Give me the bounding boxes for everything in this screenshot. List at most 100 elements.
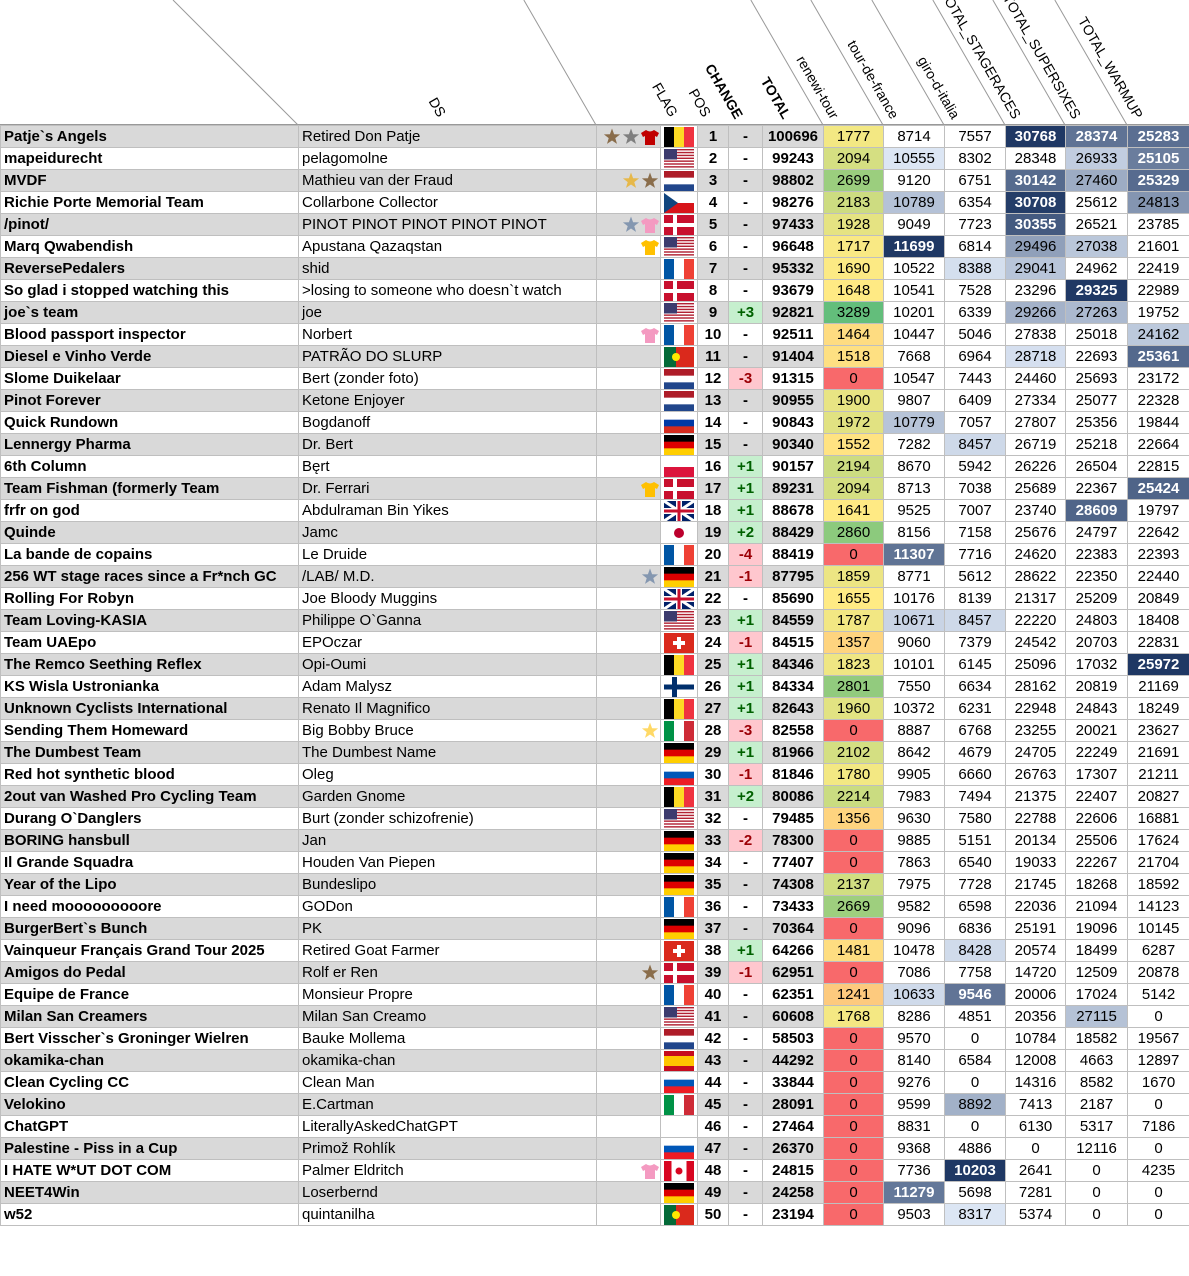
table-row: Team Loving-KASIA Philippe O`Ganna 23 +1 845… [0, 609, 1189, 632]
change-cell: +1 [728, 697, 763, 720]
flag-cell [660, 785, 698, 808]
table-row: Quinde Jamc 19 +2 88429 2860 8156 7158 25676 2479… [0, 521, 1189, 544]
total-cell: 92511 [762, 323, 824, 346]
team-cell: 256 WT stage races since a Fr*nch GC [0, 565, 299, 588]
table-row: Diesel e Vinho Verde PATRÃO DO SLURP 11-91… [0, 345, 1189, 368]
flag-part [664, 403, 694, 411]
flag-cell [660, 1093, 698, 1116]
ds-cell: Ketone Enjoyer [298, 389, 597, 412]
flag-part [664, 573, 694, 581]
pos-cell: 39 [697, 961, 729, 984]
flag-part [684, 786, 694, 807]
change-cell: - [728, 1203, 763, 1226]
table-row: /pinot/PINOT PINOT PINOT PINOT PINOT 5-97… [0, 213, 1189, 236]
flag-part [664, 253, 694, 256]
tour-de-france-cell: 8140 [883, 1049, 945, 1072]
renewi-tour-cell: 0 [823, 961, 884, 984]
awards-cell [596, 1203, 661, 1226]
total-cell: 85690 [762, 587, 824, 610]
flag-cell [660, 169, 698, 192]
team-cell: Red hot synthetic blood [0, 763, 299, 786]
flag-part [674, 786, 684, 807]
flag-part [664, 1079, 694, 1087]
flag-part [664, 1009, 694, 1011]
renewi-tour-cell: 1356 [823, 807, 884, 830]
flag-part [664, 242, 694, 244]
total-supersixes-cell: 22383 [1065, 543, 1128, 566]
awards-cell [596, 257, 661, 280]
table-row: BORING hansbull Jan 33 -2 78300 0 9885 5151 2013… [0, 829, 1189, 852]
awards-cell [596, 499, 661, 522]
ds-cell: quintanilha [298, 1203, 597, 1226]
renewi-tour-cell: 1357 [823, 631, 884, 654]
awards-cell [596, 653, 661, 676]
flag-part [664, 1015, 694, 1017]
flag-cell [660, 499, 698, 522]
renewi-tour-cell: 0 [823, 1115, 884, 1138]
flag-cell [660, 653, 698, 676]
flag-part [664, 874, 694, 882]
change-cell: - [728, 1071, 763, 1094]
pos-cell: 11 [697, 345, 729, 368]
total-cell: 88678 [762, 499, 824, 522]
giro-d-italia-cell: 4679 [944, 741, 1006, 764]
tour-de-france-cell: 10547 [883, 367, 945, 390]
flag-part [664, 456, 694, 467]
ds-cell: Retired Don Patje [298, 125, 597, 148]
total-warmup-cell: 6287 [1127, 939, 1189, 962]
pos-cell: 13 [697, 389, 729, 412]
flag-part [664, 375, 694, 383]
awards [641, 722, 659, 738]
flag-part [664, 1017, 694, 1020]
total-warmup-cell: 20878 [1127, 961, 1189, 984]
change-cell: -2 [728, 829, 763, 852]
change-cell: +1 [728, 477, 763, 500]
header-divider [871, 0, 945, 125]
total-stageraces-cell: 10784 [1005, 1027, 1066, 1050]
total-supersixes-cell: 25209 [1065, 587, 1128, 610]
total-warmup-cell: 0 [1127, 1005, 1189, 1028]
awards-cell [596, 521, 661, 544]
total-warmup-cell: 17624 [1127, 829, 1189, 852]
ds-cell: Dr. Ferrari [298, 477, 597, 500]
flag-part [664, 202, 694, 213]
pos-cell: 17 [697, 477, 729, 500]
table-row: Amigos do Pedal Rolf er Ren 39 -1 62951 0 7086… [0, 961, 1189, 984]
total-stageraces-cell: 20356 [1005, 1005, 1066, 1028]
flag-cell [660, 411, 698, 434]
total-stageraces-cell: 29266 [1005, 301, 1066, 324]
team-cell: I HATE W*UT DOT COM [0, 1159, 299, 1182]
team-cell: frfr on god [0, 499, 299, 522]
total-cell: 24815 [762, 1159, 824, 1182]
total-warmup-cell: 22815 [1127, 455, 1189, 478]
flag-part [664, 381, 694, 389]
pos-cell: 24 [697, 631, 729, 654]
total-supersixes-cell: 22606 [1065, 807, 1128, 830]
change-cell: - [728, 1049, 763, 1072]
flag-part [664, 151, 694, 153]
tour-de-france-cell: 10176 [883, 587, 945, 610]
team-cell: I need mooooooooore [0, 895, 299, 918]
table-row: ReversePedalers shid 7-95332 1690 10522 8388 2… [0, 257, 1189, 280]
flag-part [664, 1151, 694, 1159]
flag-cell [660, 521, 698, 544]
change-cell: +1 [728, 455, 763, 478]
total-stageraces-cell: 30355 [1005, 213, 1066, 236]
flag-part [664, 288, 694, 293]
team-cell: KS Wisla Ustronianka [0, 675, 299, 698]
total-supersixes-cell: 27263 [1065, 301, 1128, 324]
ds-cell: Renato Il Magnifico [298, 697, 597, 720]
team-cell: Equipe de France [0, 983, 299, 1006]
total-supersixes-cell: 24962 [1065, 257, 1128, 280]
total-supersixes-cell: 2187 [1065, 1093, 1128, 1116]
total-warmup-cell: 24813 [1127, 191, 1189, 214]
flag-part [684, 654, 694, 675]
giro-d-italia-cell: 7723 [944, 213, 1006, 236]
awards-cell [596, 697, 661, 720]
table-row: Team Fishman (formerly Team Dr. Ferrari 17… [0, 477, 1189, 500]
change-cell: - [728, 873, 763, 896]
header-divider [523, 0, 597, 125]
flag [664, 742, 694, 763]
flag-cell [660, 125, 698, 148]
total-cell: 88429 [762, 521, 824, 544]
